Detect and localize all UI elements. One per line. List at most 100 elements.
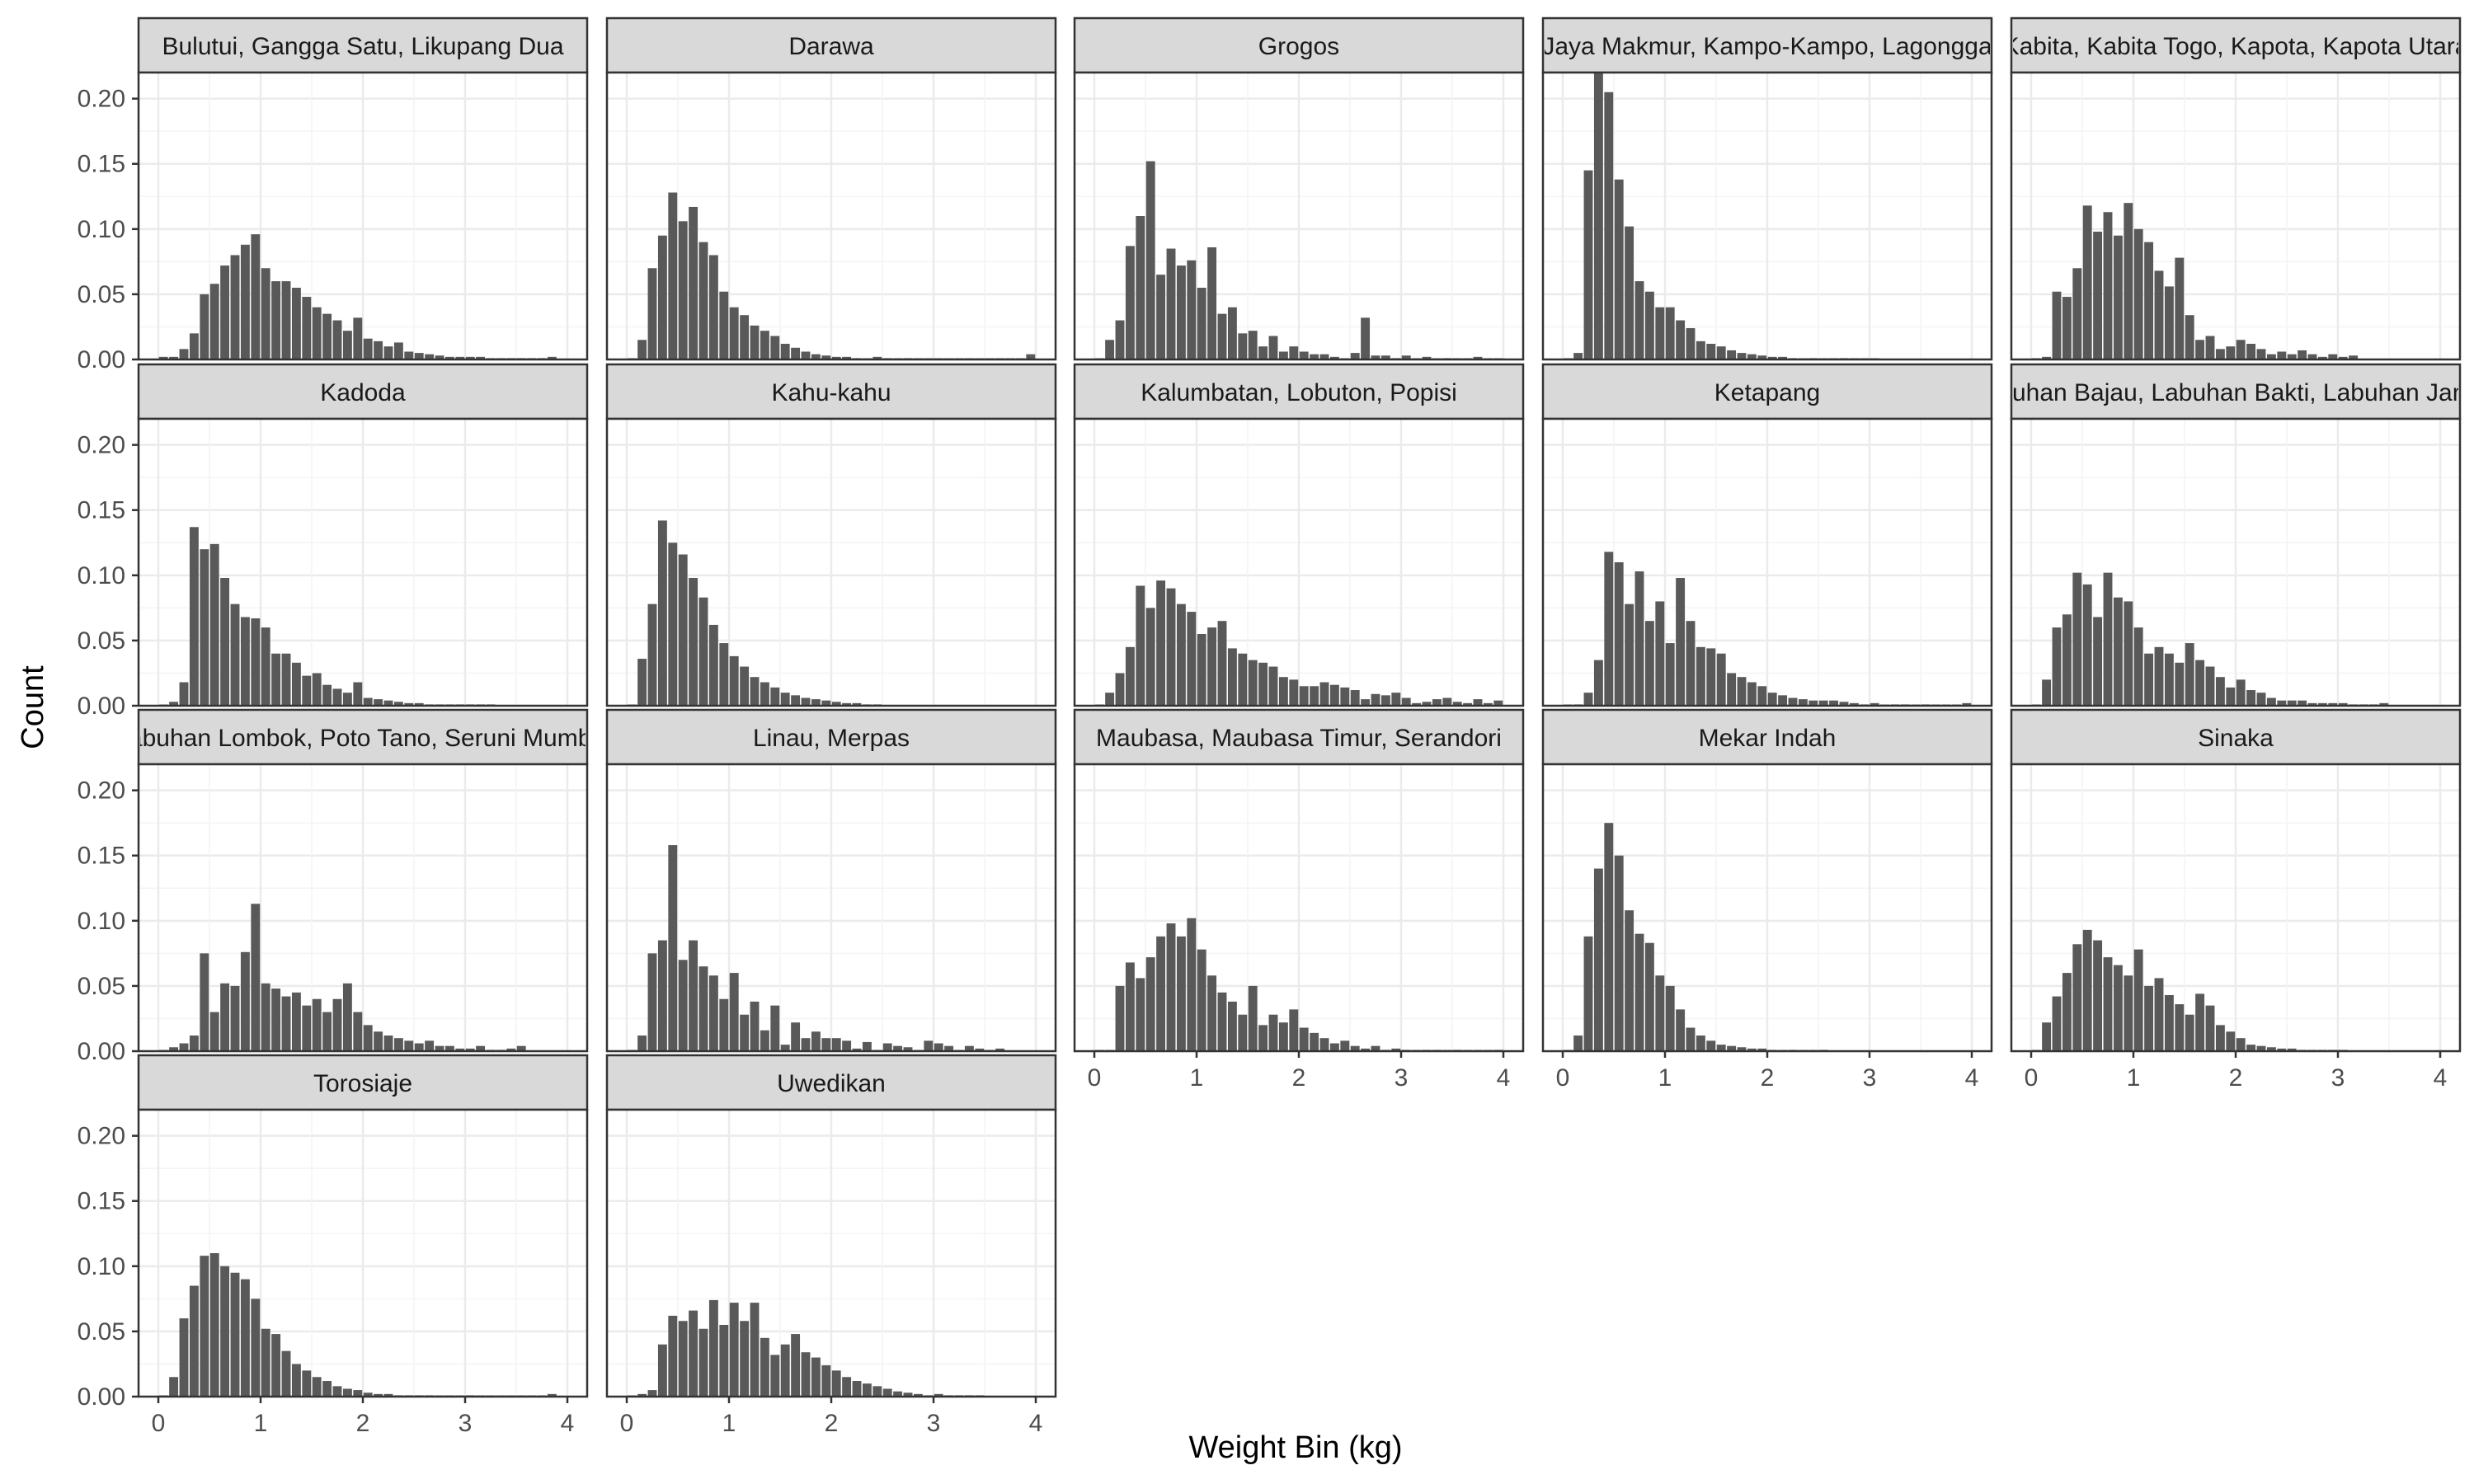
histogram-bar (1625, 603, 1634, 706)
facet-label: Kadoda (320, 379, 406, 406)
histogram-bar (240, 244, 250, 359)
histogram-bar (1655, 601, 1665, 706)
histogram-bar (240, 1279, 250, 1397)
histogram-bar (1319, 1038, 1329, 1051)
y-tick-label: 0.15 (78, 1188, 125, 1215)
histogram-bar (383, 1393, 393, 1397)
histogram-bar (281, 1350, 291, 1397)
histogram-bar (780, 693, 790, 706)
histogram-bar (882, 1043, 892, 1051)
x-tick-label: 4 (1497, 1064, 1511, 1092)
histogram-bar (1310, 1032, 1319, 1051)
y-tick-label: 0.00 (78, 693, 125, 720)
histogram-bar (2124, 203, 2133, 359)
histogram-bar (1299, 686, 1309, 706)
histogram-bar (1849, 702, 1859, 706)
panel-border (1073, 417, 1525, 707)
histogram-bar (821, 355, 831, 359)
histogram-bar (435, 355, 444, 359)
facet-panel: Kahu-kahu (605, 363, 1057, 707)
histogram-bar (2226, 687, 2236, 706)
histogram-bar (1747, 1048, 1757, 1051)
x-tick-label: 2 (356, 1410, 370, 1437)
histogram-bar (2133, 627, 2143, 706)
histogram-bar (1391, 1048, 1401, 1051)
histogram-bar (1217, 621, 1227, 706)
histogram-bar (506, 1048, 516, 1051)
histogram-bar (230, 603, 240, 706)
histogram-bar (780, 1344, 790, 1397)
histogram-bar (760, 331, 769, 359)
histogram-bar (1299, 1027, 1309, 1051)
histogram-bar (302, 1370, 312, 1397)
facet-strip (605, 1054, 1057, 1111)
histogram-bar (2246, 1045, 2256, 1051)
histogram-bar (831, 702, 841, 706)
histogram-bar (2154, 646, 2164, 706)
histogram-bar (719, 643, 729, 706)
histogram-bar (322, 313, 332, 359)
histogram-bar (1289, 679, 1299, 706)
histogram-bar (1634, 933, 1644, 1051)
histogram-bar (1839, 702, 1849, 706)
facet-panel: Linau, Merpas (605, 708, 1057, 1053)
histogram-bar (332, 688, 342, 706)
histogram-bar (342, 1388, 352, 1397)
histogram-bar (2277, 351, 2287, 359)
histogram-bar (995, 1048, 1005, 1051)
histogram-bar (1716, 346, 1726, 359)
facet-strip (137, 1054, 589, 1111)
histogram-bar (1706, 648, 1716, 706)
histogram-bar (2164, 653, 2174, 706)
histogram-bar (374, 340, 383, 359)
histogram-bar (2277, 1048, 2287, 1051)
histogram-bar (2154, 978, 2164, 1051)
histogram-bar (1136, 585, 1145, 706)
histogram-bar (1258, 662, 1268, 706)
histogram-bar (2307, 702, 2317, 706)
histogram-bar (302, 297, 312, 359)
histogram-bar (2195, 340, 2205, 359)
panel-border (137, 417, 589, 707)
histogram-bar (240, 617, 250, 706)
histogram-bar (2062, 973, 2072, 1051)
histogram-bar (169, 1047, 179, 1051)
histogram-bar (750, 1303, 760, 1397)
histogram-bar (668, 1315, 678, 1397)
x-tick-label: 1 (722, 1410, 736, 1437)
histogram-bar (1310, 354, 1319, 359)
histogram-bar (261, 268, 270, 359)
histogram-bar (1634, 571, 1644, 706)
y-tick-label: 0.10 (78, 562, 125, 589)
histogram-bar (220, 265, 230, 359)
histogram-bar (689, 1310, 698, 1397)
histogram-bar (1115, 320, 1125, 359)
histogram-bar (2298, 350, 2307, 359)
histogram-bar (1644, 291, 1654, 359)
histogram-bar (261, 983, 270, 1051)
histogram-bar (1227, 307, 1237, 359)
histogram-bar (312, 673, 322, 706)
x-tick-label: 0 (2025, 1064, 2039, 1092)
histogram-bar (1634, 281, 1644, 359)
facet-panel: Grogos (1073, 16, 1525, 361)
histogram-bar (2226, 346, 2236, 359)
histogram-bar (821, 1038, 831, 1051)
histogram-bar (1727, 1045, 1737, 1051)
histogram-bar (1227, 648, 1237, 706)
histogram-bar (2287, 354, 2297, 359)
histogram-bar (1829, 700, 1839, 706)
histogram-bar (2062, 614, 2072, 706)
histogram-bar (179, 1318, 189, 1397)
x-tick-label: 3 (459, 1410, 473, 1437)
histogram-bar (444, 356, 454, 359)
histogram-bar (1289, 1009, 1299, 1051)
histogram-bar (791, 1022, 801, 1051)
facet-strip (605, 708, 1057, 766)
histogram-bar (2103, 572, 2113, 706)
histogram-bar (1310, 686, 1319, 706)
facet-panel: Torosiaje 0.00 0.05 0.10 0.15 0.20 0 1 2 3 4 (78, 1054, 589, 1437)
histogram-bar (281, 281, 291, 359)
histogram-bar (1463, 702, 1473, 706)
histogram-bar (1573, 1036, 1583, 1051)
